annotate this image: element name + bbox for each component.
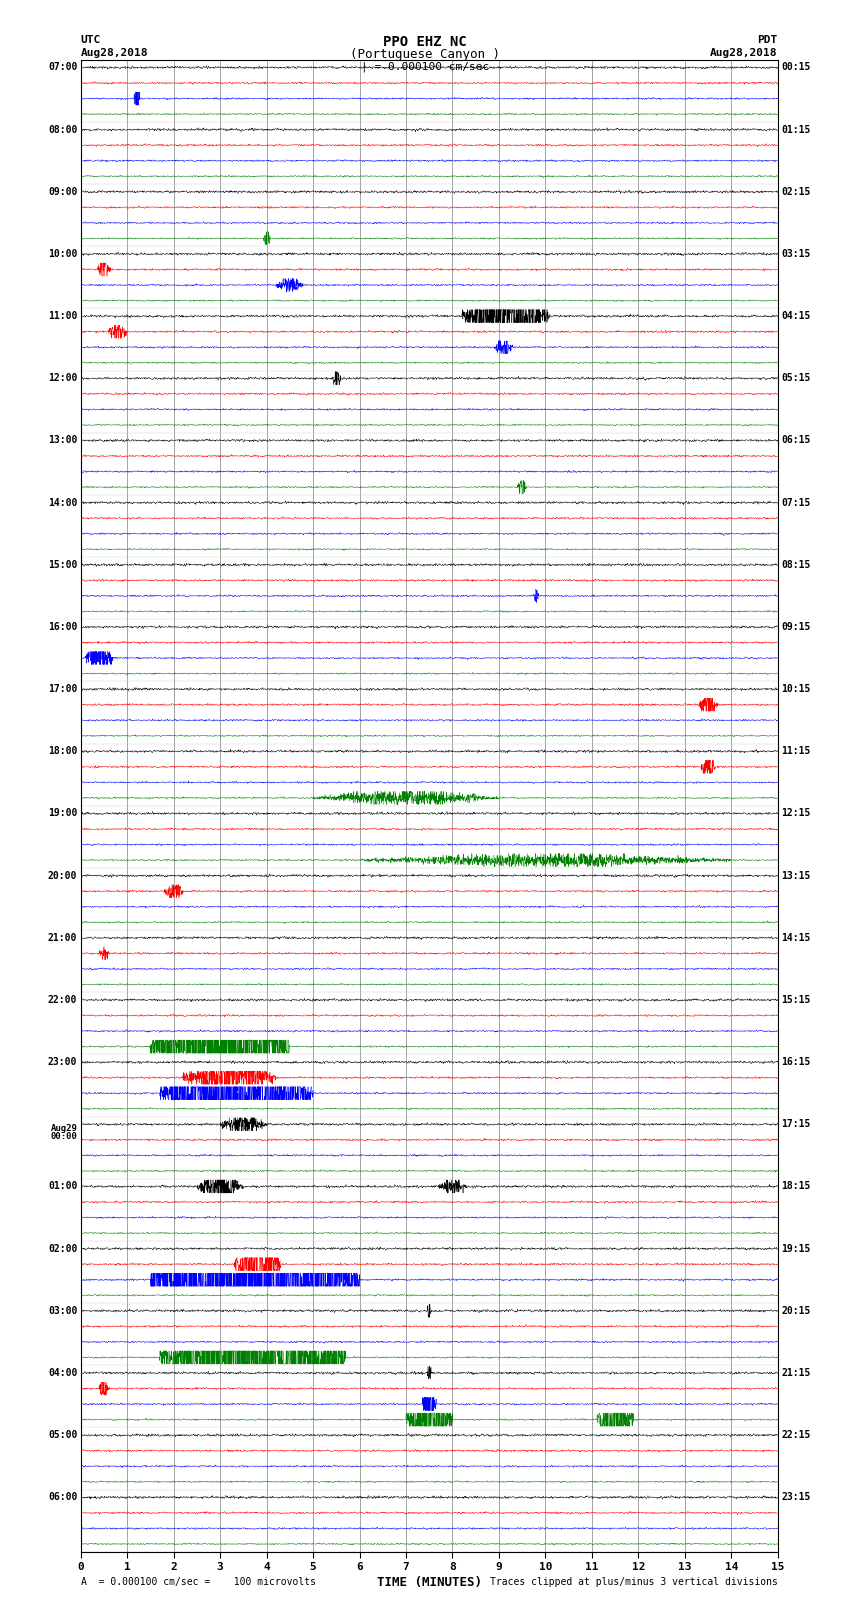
Text: 13:00: 13:00 xyxy=(48,436,77,445)
Text: PDT: PDT xyxy=(757,35,778,45)
Text: 17:15: 17:15 xyxy=(781,1119,811,1129)
Text: 11:15: 11:15 xyxy=(781,747,811,756)
Text: 14:15: 14:15 xyxy=(781,932,811,944)
Text: 20:15: 20:15 xyxy=(781,1307,811,1316)
Text: 15:15: 15:15 xyxy=(781,995,811,1005)
Text: 05:15: 05:15 xyxy=(781,373,811,384)
Text: 02:15: 02:15 xyxy=(781,187,811,197)
Text: 21:15: 21:15 xyxy=(781,1368,811,1378)
Text: 18:00: 18:00 xyxy=(48,747,77,756)
Text: 02:00: 02:00 xyxy=(48,1244,77,1253)
Text: A  = 0.000100 cm/sec =    100 microvolts: A = 0.000100 cm/sec = 100 microvolts xyxy=(81,1578,315,1587)
Text: 21:00: 21:00 xyxy=(48,932,77,944)
Text: 15:00: 15:00 xyxy=(48,560,77,569)
Text: 00:00: 00:00 xyxy=(50,1132,77,1140)
Text: 07:15: 07:15 xyxy=(781,498,811,508)
Text: PPO EHZ NC: PPO EHZ NC xyxy=(383,35,467,50)
Text: 17:00: 17:00 xyxy=(48,684,77,694)
Text: 16:15: 16:15 xyxy=(781,1057,811,1068)
Text: 01:00: 01:00 xyxy=(48,1181,77,1192)
Text: 19:15: 19:15 xyxy=(781,1244,811,1253)
Text: 06:15: 06:15 xyxy=(781,436,811,445)
Text: Traces clipped at plus/minus 3 vertical divisions: Traces clipped at plus/minus 3 vertical … xyxy=(490,1578,778,1587)
Text: 22:15: 22:15 xyxy=(781,1431,811,1440)
Text: | = 0.000100 cm/sec: | = 0.000100 cm/sec xyxy=(361,61,489,73)
Text: 23:00: 23:00 xyxy=(48,1057,77,1068)
Text: 10:00: 10:00 xyxy=(48,248,77,260)
Text: 04:15: 04:15 xyxy=(781,311,811,321)
X-axis label: TIME (MINUTES): TIME (MINUTES) xyxy=(377,1576,482,1589)
Text: 12:15: 12:15 xyxy=(781,808,811,818)
Text: 18:15: 18:15 xyxy=(781,1181,811,1192)
Text: UTC: UTC xyxy=(81,35,101,45)
Text: 09:15: 09:15 xyxy=(781,623,811,632)
Text: Aug28,2018: Aug28,2018 xyxy=(81,48,148,58)
Text: 10:15: 10:15 xyxy=(781,684,811,694)
Text: 03:15: 03:15 xyxy=(781,248,811,260)
Text: 09:00: 09:00 xyxy=(48,187,77,197)
Text: Aug28,2018: Aug28,2018 xyxy=(711,48,778,58)
Text: 20:00: 20:00 xyxy=(48,871,77,881)
Text: 05:00: 05:00 xyxy=(48,1431,77,1440)
Text: 13:15: 13:15 xyxy=(781,871,811,881)
Text: 04:00: 04:00 xyxy=(48,1368,77,1378)
Text: 08:15: 08:15 xyxy=(781,560,811,569)
Text: 14:00: 14:00 xyxy=(48,498,77,508)
Text: 08:00: 08:00 xyxy=(48,124,77,134)
Text: 06:00: 06:00 xyxy=(48,1492,77,1502)
Text: 00:15: 00:15 xyxy=(781,63,811,73)
Text: 19:00: 19:00 xyxy=(48,808,77,818)
Text: Aug29: Aug29 xyxy=(50,1124,77,1134)
Text: 03:00: 03:00 xyxy=(48,1307,77,1316)
Text: 01:15: 01:15 xyxy=(781,124,811,134)
Text: 11:00: 11:00 xyxy=(48,311,77,321)
Text: 22:00: 22:00 xyxy=(48,995,77,1005)
Text: 07:00: 07:00 xyxy=(48,63,77,73)
Text: 12:00: 12:00 xyxy=(48,373,77,384)
Text: (Portuguese Canyon ): (Portuguese Canyon ) xyxy=(350,48,500,61)
Text: 23:15: 23:15 xyxy=(781,1492,811,1502)
Text: 16:00: 16:00 xyxy=(48,623,77,632)
